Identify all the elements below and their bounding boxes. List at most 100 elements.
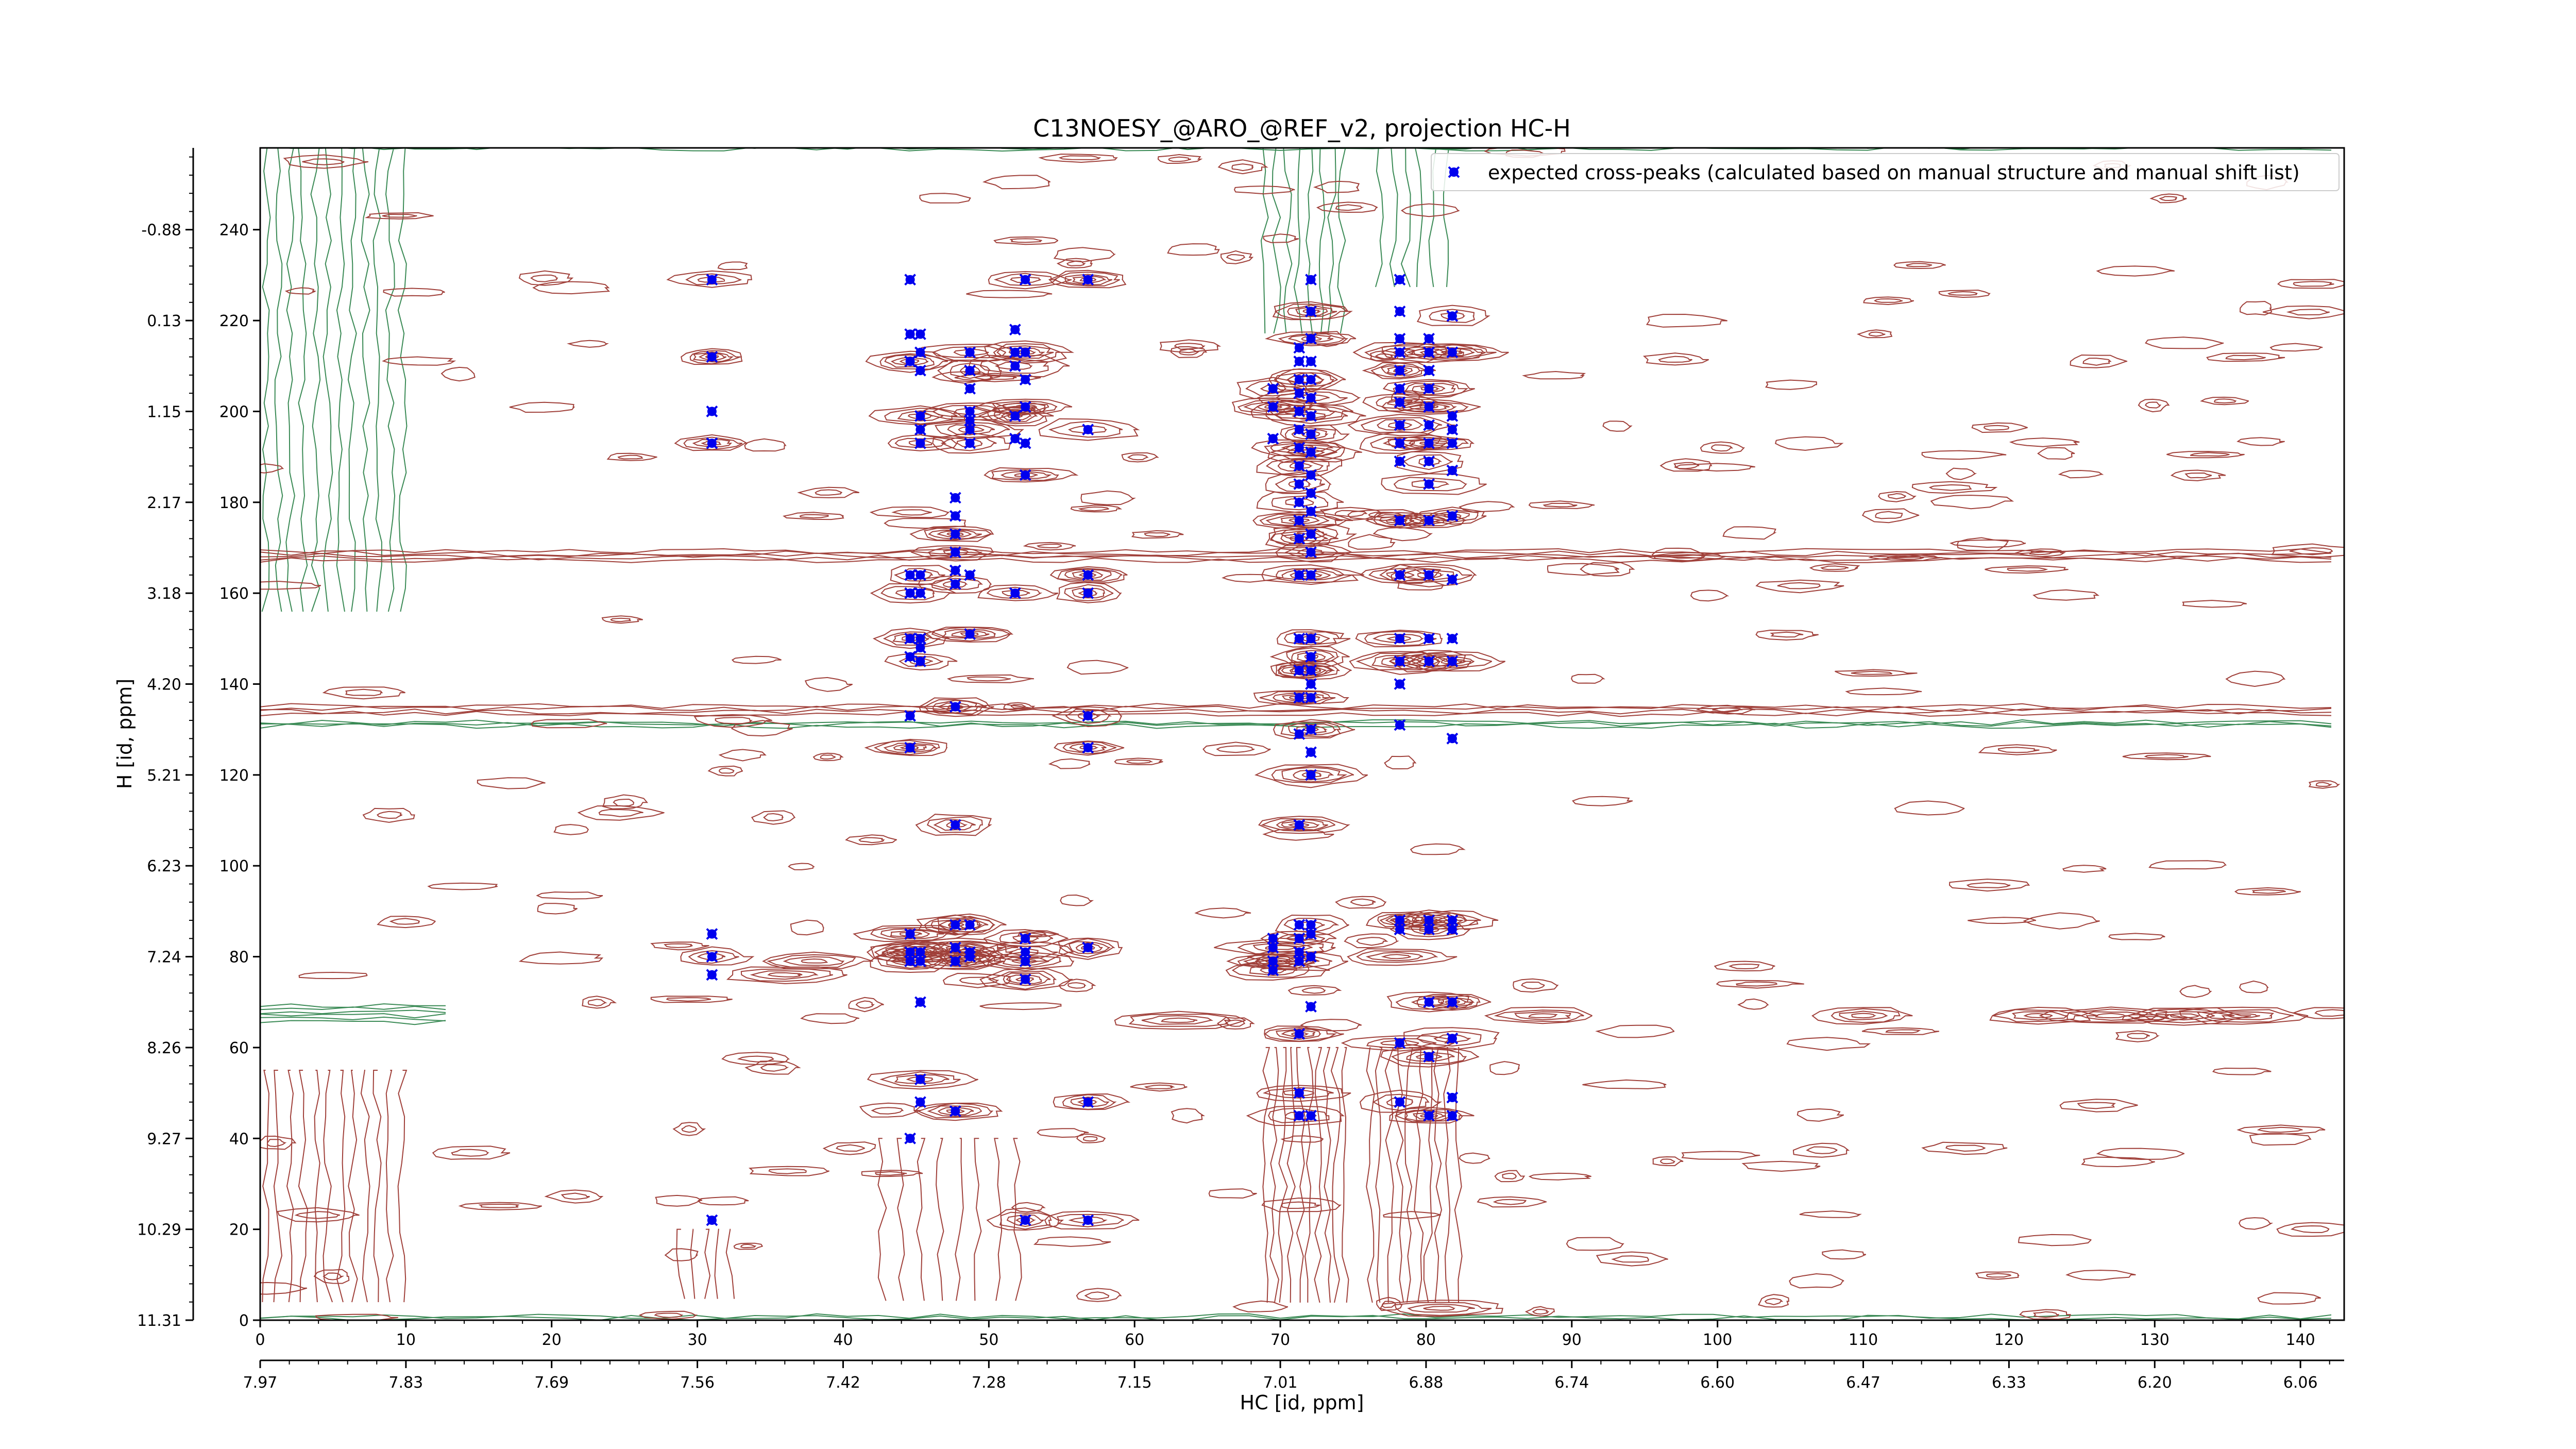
cross-peak-marker: [1267, 401, 1279, 413]
contour-line: [683, 436, 743, 450]
contour-line: [1386, 366, 1413, 375]
contour-line: [1524, 1306, 1555, 1317]
contour-line: [267, 1139, 287, 1148]
contour-line: [2007, 567, 2048, 572]
contour-line: [974, 398, 1073, 415]
contour-blob: [1978, 744, 2057, 755]
contour-blob: [2096, 265, 2175, 277]
contour-line: [1281, 767, 1348, 783]
contour-line: [984, 467, 1079, 483]
cross-peak-marker: [904, 632, 917, 645]
contour-line: [767, 954, 856, 968]
contour-line: [1161, 1017, 1198, 1023]
x-index-tick-label: 140: [2286, 1331, 2315, 1349]
contour-blob: [1038, 154, 1118, 163]
contour-blob: [1379, 563, 1477, 587]
contour-line: [1493, 1199, 1527, 1205]
contour-blob: [869, 506, 950, 518]
contour-line: [933, 700, 979, 714]
contour-blob: [910, 545, 994, 562]
contour-line: [284, 287, 316, 295]
contour-line: [1033, 1236, 1111, 1247]
contour-line: [2249, 1133, 2312, 1146]
x-ppm-tick-label: 7.42: [826, 1374, 860, 1392]
contour-line: [1397, 579, 1445, 591]
contour-blob: [1681, 1151, 1760, 1160]
contour-line: [879, 1071, 961, 1087]
contour-line: [1341, 1035, 1455, 1052]
cross-peak-marker: [914, 410, 926, 422]
cross-peak-marker: [1423, 655, 1435, 667]
contour-line: [733, 1242, 763, 1250]
contour-line: [531, 718, 607, 729]
contour-line: [1023, 542, 1076, 551]
contour-blob: [1878, 491, 1917, 502]
contour-blob: [1861, 508, 1920, 524]
contour-line: [1261, 564, 1365, 585]
contour-blob: [1258, 816, 1350, 834]
contour-line: [1893, 261, 1946, 269]
contour-line: [2308, 780, 2341, 789]
contour-blob: [283, 154, 369, 169]
cross-peak-marker: [904, 1132, 917, 1144]
contour-line: [1167, 243, 1220, 256]
contour-line: [260, 581, 321, 590]
contour-line: [1986, 1273, 2011, 1278]
contour-blob: [1524, 1306, 1555, 1317]
contour-line: [676, 1228, 685, 1299]
cross-peak-marker: [1019, 932, 1031, 945]
contour-line: [1121, 452, 1159, 463]
contour-line: [2239, 1217, 2274, 1230]
contour-line: [913, 1102, 1003, 1121]
cross-peak-marker: [706, 405, 718, 417]
cross-peak-marker: [1019, 437, 1031, 449]
contour-line: [937, 913, 1007, 935]
contour-line: [812, 752, 844, 762]
x-ppm-axis: 7.97 7.83 7.69 7.56 7.42 7.28 7.15 7.01 6.88 6.74…: [243, 1359, 2344, 1392]
contour-line: [2138, 398, 2170, 413]
cross-peak-marker: [706, 437, 718, 449]
contour-line: [1291, 429, 1329, 440]
contour-line: [964, 355, 1070, 378]
y-ppm-tick-label: 4.20: [147, 676, 181, 694]
contour-line: [1513, 978, 1559, 993]
contour-line: [2269, 343, 2323, 352]
contour-blob: [2058, 469, 2104, 479]
cross-peak-marker: [914, 424, 926, 436]
cross-peak-marker: [1446, 655, 1459, 667]
contour-blob: [2023, 912, 2100, 930]
contour-line: [1003, 702, 1036, 711]
contour-line: [427, 882, 498, 890]
contour-blob: [1415, 507, 1487, 525]
cross-peak-marker: [1446, 437, 1459, 449]
legend-marker-icon: [1448, 166, 1460, 178]
contour-line: [1220, 250, 1254, 264]
contour-line: [928, 547, 983, 559]
contour-blob: [1003, 702, 1036, 711]
contour-line: [1260, 967, 1286, 974]
contour-line: [1809, 563, 1860, 572]
contour-blob: [432, 1145, 511, 1160]
contour-blob: [1652, 1156, 1684, 1167]
contour-line: [260, 1016, 446, 1022]
cross-peak-marker: [1267, 941, 1279, 954]
cross-peak-marker: [1305, 428, 1317, 440]
cross-peak-marker: [1423, 632, 1435, 645]
contour-line: [1873, 298, 1903, 303]
legend: expected cross-peaks (calculated based o…: [1431, 153, 2340, 191]
cross-peak-marker: [1293, 424, 1306, 436]
contour-line: [1261, 1197, 1342, 1212]
contour-line: [1253, 690, 1349, 705]
contour-line: [1968, 917, 2037, 924]
contour-blob: [1477, 1196, 1547, 1208]
contour-line: [2096, 265, 2175, 277]
cross-peak-marker: [1019, 274, 1031, 286]
contour-line: [1128, 1014, 1232, 1027]
contour-line: [689, 350, 741, 365]
contour-line: [1044, 1210, 1140, 1230]
contour-line: [2096, 1148, 2185, 1160]
contour-line: [1010, 276, 1041, 283]
contour-line: [1861, 508, 1920, 524]
chart-title: C13NOESY_@ARO_@REF_v2, projection HC-H: [1033, 114, 1571, 142]
contour-line: [2271, 543, 2344, 559]
